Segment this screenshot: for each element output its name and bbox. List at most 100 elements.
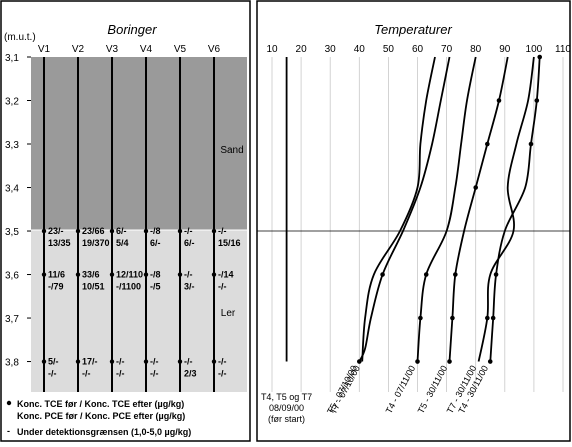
series-point [473, 185, 479, 190]
series-point [423, 272, 429, 277]
ler-zone-label: Ler [221, 308, 236, 319]
depth-tick-label: 3,5 [5, 227, 19, 238]
pce-value: -/- [82, 369, 91, 379]
pce-value: -/79 [48, 282, 64, 292]
sample-point [143, 359, 149, 364]
series-point [357, 359, 362, 364]
pce-value: 10/51 [82, 282, 105, 292]
legend-pce: Konc. PCE før / Konc. PCE efter (µg/kg) [17, 411, 185, 421]
series-point [415, 359, 420, 364]
x-tick-label: 10 [266, 44, 278, 55]
x-tick-label: 20 [296, 44, 308, 55]
tce-value: 6/- [116, 226, 127, 236]
right-panel-frame [256, 0, 571, 442]
depth-unit-label: (m.u.t.) [4, 32, 36, 43]
pce-value: -/- [218, 369, 227, 379]
tce-value: 11/6 [48, 270, 65, 280]
series-point [496, 98, 502, 103]
pce-value: 15/16 [218, 238, 241, 248]
series-point [418, 315, 423, 321]
well-label: V3 [106, 44, 119, 55]
legend-detection-limit: Under detektionsgrænsen (1,0-5,0 µg/kg) [17, 427, 191, 437]
tce-value: -/- [184, 226, 193, 236]
pce-value: 13/35 [48, 238, 71, 248]
tce-value: 5/- [48, 357, 59, 367]
sample-point [143, 272, 149, 277]
tce-value: -/- [218, 357, 227, 367]
tce-value: -/14 [218, 270, 234, 280]
x-tick-label: 60 [412, 44, 424, 55]
tce-value: 33/6 [82, 270, 100, 280]
pce-value: -/- [218, 282, 227, 292]
series-line [358, 56, 451, 362]
tce-value: -/- [218, 226, 227, 236]
depth-tick-label: 3,3 [5, 140, 19, 151]
depth-axis: 3,1 3,2 3,3 3,4 3,5 3,6 3,7 3,8 [5, 53, 31, 369]
left-panel-frame [0, 0, 251, 442]
series-label: T4, T5 og T7 [261, 392, 312, 402]
sample-point [75, 272, 81, 277]
depth-tick-label: 3,7 [5, 314, 19, 325]
x-tick-label: 50 [383, 44, 395, 55]
x-tick-label: 30 [325, 44, 337, 55]
sample-point [177, 359, 183, 364]
sample-point [109, 228, 115, 234]
well-label: V1 [38, 44, 51, 55]
pce-value: -/- [116, 369, 125, 379]
temperature-grid: 10 20 30 40 50 60 70 80 90 100 110 [257, 44, 571, 392]
depth-tick-label: 3,2 [5, 97, 19, 108]
pce-value: -/- [48, 369, 57, 379]
series-point [447, 359, 452, 364]
series-line [416, 56, 477, 362]
pce-value: 6/- [150, 238, 161, 248]
series-label: 08/09/00 [269, 403, 304, 413]
tce-value: -/- [184, 357, 193, 367]
x-tick-label: 70 [441, 44, 453, 55]
tce-value: 23/- [48, 226, 64, 236]
depth-tick-label: 3,8 [5, 358, 19, 369]
chart-title: Temperaturer [374, 22, 452, 37]
tce-value: 17/- [82, 357, 98, 367]
depth-tick-label: 3,6 [5, 271, 19, 282]
series-line [477, 56, 535, 362]
sample-point [109, 359, 115, 364]
wells: V1 V2 V3 V4 V5 V6 [38, 44, 221, 392]
concentration-labels: 23/- 13/35 23/66 19/370 6/- 5/4 -/8 6/- -/- 6/- -/… [41, 226, 241, 379]
temperature-series [285, 54, 543, 364]
pce-value: -/1100 [116, 282, 141, 292]
x-tick-label: 110 [555, 44, 571, 55]
sample-point [109, 272, 115, 277]
sample-point [211, 272, 217, 277]
tce-value: -/- [116, 357, 125, 367]
x-tick-label: 40 [354, 44, 366, 55]
pce-value: 5/4 [116, 238, 129, 248]
series-line [361, 56, 436, 362]
tce-value: -/- [184, 270, 193, 280]
series-point [450, 315, 455, 321]
well-label: V4 [140, 44, 153, 55]
tce-value: -/8 [150, 270, 161, 280]
series-point [487, 359, 493, 364]
legend-dash: - [7, 426, 10, 436]
sample-point [211, 228, 217, 234]
depth-tick-label: 3,4 [5, 184, 19, 195]
series-point [537, 54, 543, 60]
sample-point [143, 228, 149, 234]
tce-value: 12/110 [116, 270, 143, 280]
well-label: V2 [72, 44, 85, 55]
series-label: (før start) [268, 414, 305, 424]
x-tick-label: 90 [499, 44, 511, 55]
series-line [489, 56, 541, 362]
pce-value: -/- [150, 369, 159, 379]
series-point [453, 272, 458, 277]
x-tick-label: 100 [526, 44, 543, 55]
well-label: V5 [174, 44, 187, 55]
sample-point [211, 359, 217, 364]
sample-point [177, 228, 183, 234]
legend-tce: Konc. TCE før / Konc. TCE efter (µg/kg) [17, 399, 184, 409]
series-point [380, 272, 385, 277]
tce-value: -/8 [150, 226, 161, 236]
pce-value: 2/3 [184, 369, 197, 379]
sample-point [41, 359, 47, 364]
